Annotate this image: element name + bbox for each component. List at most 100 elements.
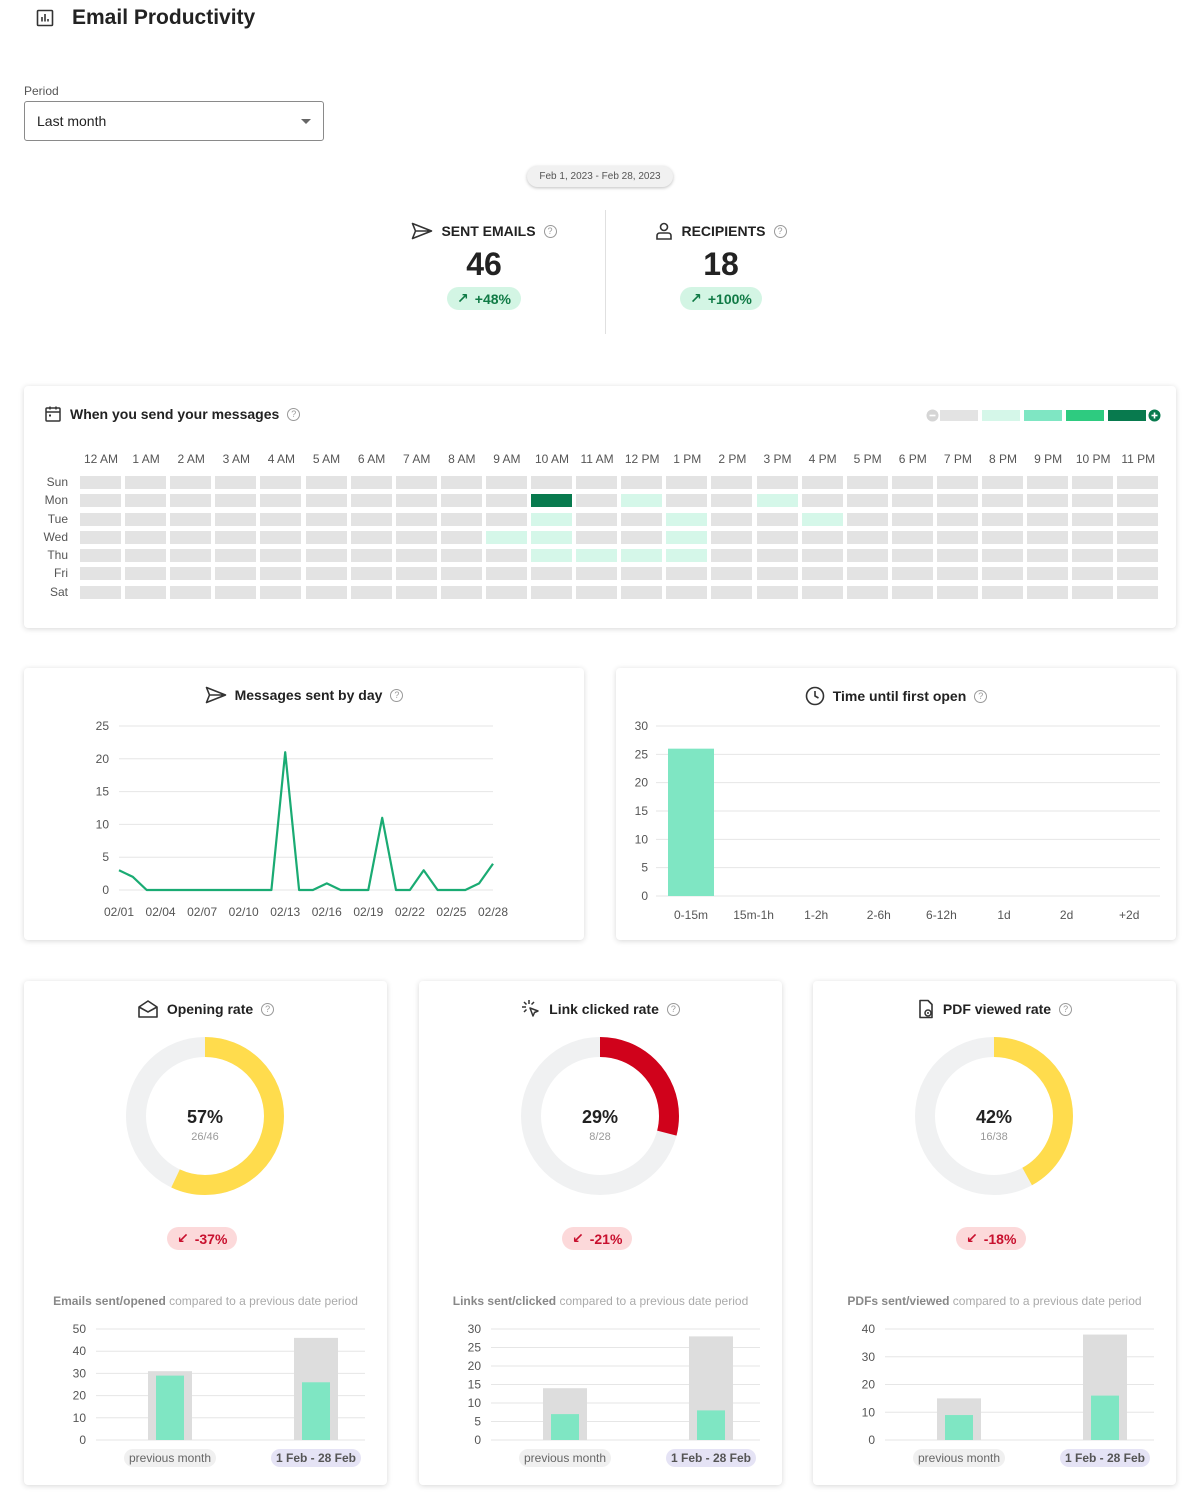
heatmap-cell[interactable] [440, 513, 482, 526]
heatmap-cell[interactable] [936, 586, 978, 599]
help-icon[interactable]: ? [390, 688, 404, 702]
heatmap-cell[interactable] [80, 567, 121, 580]
heatmap-cell[interactable] [666, 567, 708, 580]
heatmap-cell[interactable] [395, 586, 437, 599]
heatmap-cell[interactable] [891, 586, 933, 599]
heatmap-cell[interactable] [891, 531, 933, 544]
heatmap-cell[interactable] [982, 549, 1023, 562]
heatmap-cell[interactable] [80, 531, 121, 544]
heatmap-cell[interactable] [1027, 531, 1069, 544]
heatmap-cell[interactable] [125, 549, 167, 562]
heatmap-cell[interactable] [305, 586, 347, 599]
heatmap-cell[interactable] [305, 494, 347, 507]
heatmap-cell[interactable] [170, 586, 212, 599]
heatmap-cell[interactable] [395, 567, 437, 580]
heatmap-cell[interactable] [982, 586, 1023, 599]
heatmap-cell[interactable] [260, 549, 302, 562]
heatmap-cell[interactable] [666, 531, 708, 544]
heatmap-cell[interactable] [576, 513, 618, 526]
heatmap-cell[interactable] [666, 476, 708, 489]
heatmap-cell[interactable] [846, 586, 888, 599]
heatmap-cell[interactable] [350, 531, 392, 544]
heatmap-cell[interactable] [576, 476, 618, 489]
heatmap-cell[interactable] [801, 549, 843, 562]
heatmap-cell[interactable] [801, 567, 843, 580]
heatmap-cell[interactable] [891, 494, 933, 507]
heatmap-cell[interactable] [1027, 494, 1069, 507]
heatmap-cell[interactable] [125, 531, 167, 544]
heatmap-cell[interactable] [711, 494, 753, 507]
heatmap-cell[interactable] [170, 549, 212, 562]
help-icon[interactable]: ? [773, 224, 787, 238]
heatmap-cell[interactable] [395, 549, 437, 562]
heatmap-cell[interactable] [621, 494, 663, 507]
help-icon[interactable]: ? [974, 689, 988, 703]
heatmap-cell[interactable] [125, 476, 167, 489]
heatmap-cell[interactable] [1117, 494, 1159, 507]
heatmap-cell[interactable] [485, 494, 527, 507]
heatmap-cell[interactable] [621, 513, 663, 526]
heatmap-cell[interactable] [576, 531, 618, 544]
heatmap-cell[interactable] [982, 494, 1023, 507]
heatmap-cell[interactable] [711, 513, 753, 526]
heatmap-cell[interactable] [350, 567, 392, 580]
heatmap-cell[interactable] [440, 494, 482, 507]
heatmap-cell[interactable] [1072, 586, 1114, 599]
heatmap-cell[interactable] [305, 549, 347, 562]
heatmap-cell[interactable] [1117, 531, 1159, 544]
heatmap-cell[interactable] [485, 531, 527, 544]
heatmap-cell[interactable] [801, 476, 843, 489]
heatmap-cell[interactable] [260, 513, 302, 526]
heatmap-cell[interactable] [440, 531, 482, 544]
heatmap-cell[interactable] [1117, 586, 1159, 599]
heatmap-cell[interactable] [711, 476, 753, 489]
heatmap-cell[interactable] [215, 567, 257, 580]
heatmap-cell[interactable] [936, 549, 978, 562]
heatmap-cell[interactable] [260, 476, 302, 489]
heatmap-cell[interactable] [891, 567, 933, 580]
heatmap-cell[interactable] [80, 513, 121, 526]
heatmap-cell[interactable] [1072, 531, 1114, 544]
heatmap-cell[interactable] [170, 494, 212, 507]
heatmap-cell[interactable] [350, 549, 392, 562]
heatmap-cell[interactable] [936, 513, 978, 526]
heatmap-cell[interactable] [846, 531, 888, 544]
heatmap-cell[interactable] [621, 586, 663, 599]
heatmap-cell[interactable] [756, 494, 798, 507]
heatmap-cell[interactable] [666, 549, 708, 562]
heatmap-cell[interactable] [756, 549, 798, 562]
heatmap-cell[interactable] [982, 567, 1023, 580]
heatmap-cell[interactable] [531, 494, 572, 507]
help-icon[interactable]: ? [261, 1002, 275, 1016]
heatmap-cell[interactable] [125, 567, 167, 580]
heatmap-cell[interactable] [1117, 549, 1159, 562]
heatmap-cell[interactable] [621, 531, 663, 544]
heatmap-cell[interactable] [891, 513, 933, 526]
heatmap-cell[interactable] [260, 531, 302, 544]
heatmap-cell[interactable] [1072, 549, 1114, 562]
heatmap-cell[interactable] [215, 549, 257, 562]
heatmap-cell[interactable] [531, 531, 572, 544]
heatmap-cell[interactable] [531, 586, 572, 599]
heatmap-cell[interactable] [1027, 586, 1069, 599]
heatmap-cell[interactable] [80, 549, 121, 562]
heatmap-cell[interactable] [756, 476, 798, 489]
heatmap-cell[interactable] [666, 586, 708, 599]
heatmap-cell[interactable] [711, 549, 753, 562]
heatmap-cell[interactable] [80, 586, 121, 599]
heatmap-cell[interactable] [440, 549, 482, 562]
heatmap-cell[interactable] [80, 476, 121, 489]
help-icon[interactable]: ? [287, 407, 301, 421]
help-icon[interactable]: ? [1059, 1002, 1073, 1016]
heatmap-cell[interactable] [891, 476, 933, 489]
heatmap-cell[interactable] [260, 567, 302, 580]
heatmap-cell[interactable] [1072, 476, 1114, 489]
heatmap-cell[interactable] [215, 531, 257, 544]
heatmap-cell[interactable] [846, 476, 888, 489]
help-icon[interactable]: ? [666, 1002, 680, 1016]
heatmap-cell[interactable] [440, 567, 482, 580]
heatmap-cell[interactable] [621, 549, 663, 562]
heatmap-cell[interactable] [485, 549, 527, 562]
heatmap-cell[interactable] [576, 549, 618, 562]
heatmap-cell[interactable] [1027, 476, 1069, 489]
